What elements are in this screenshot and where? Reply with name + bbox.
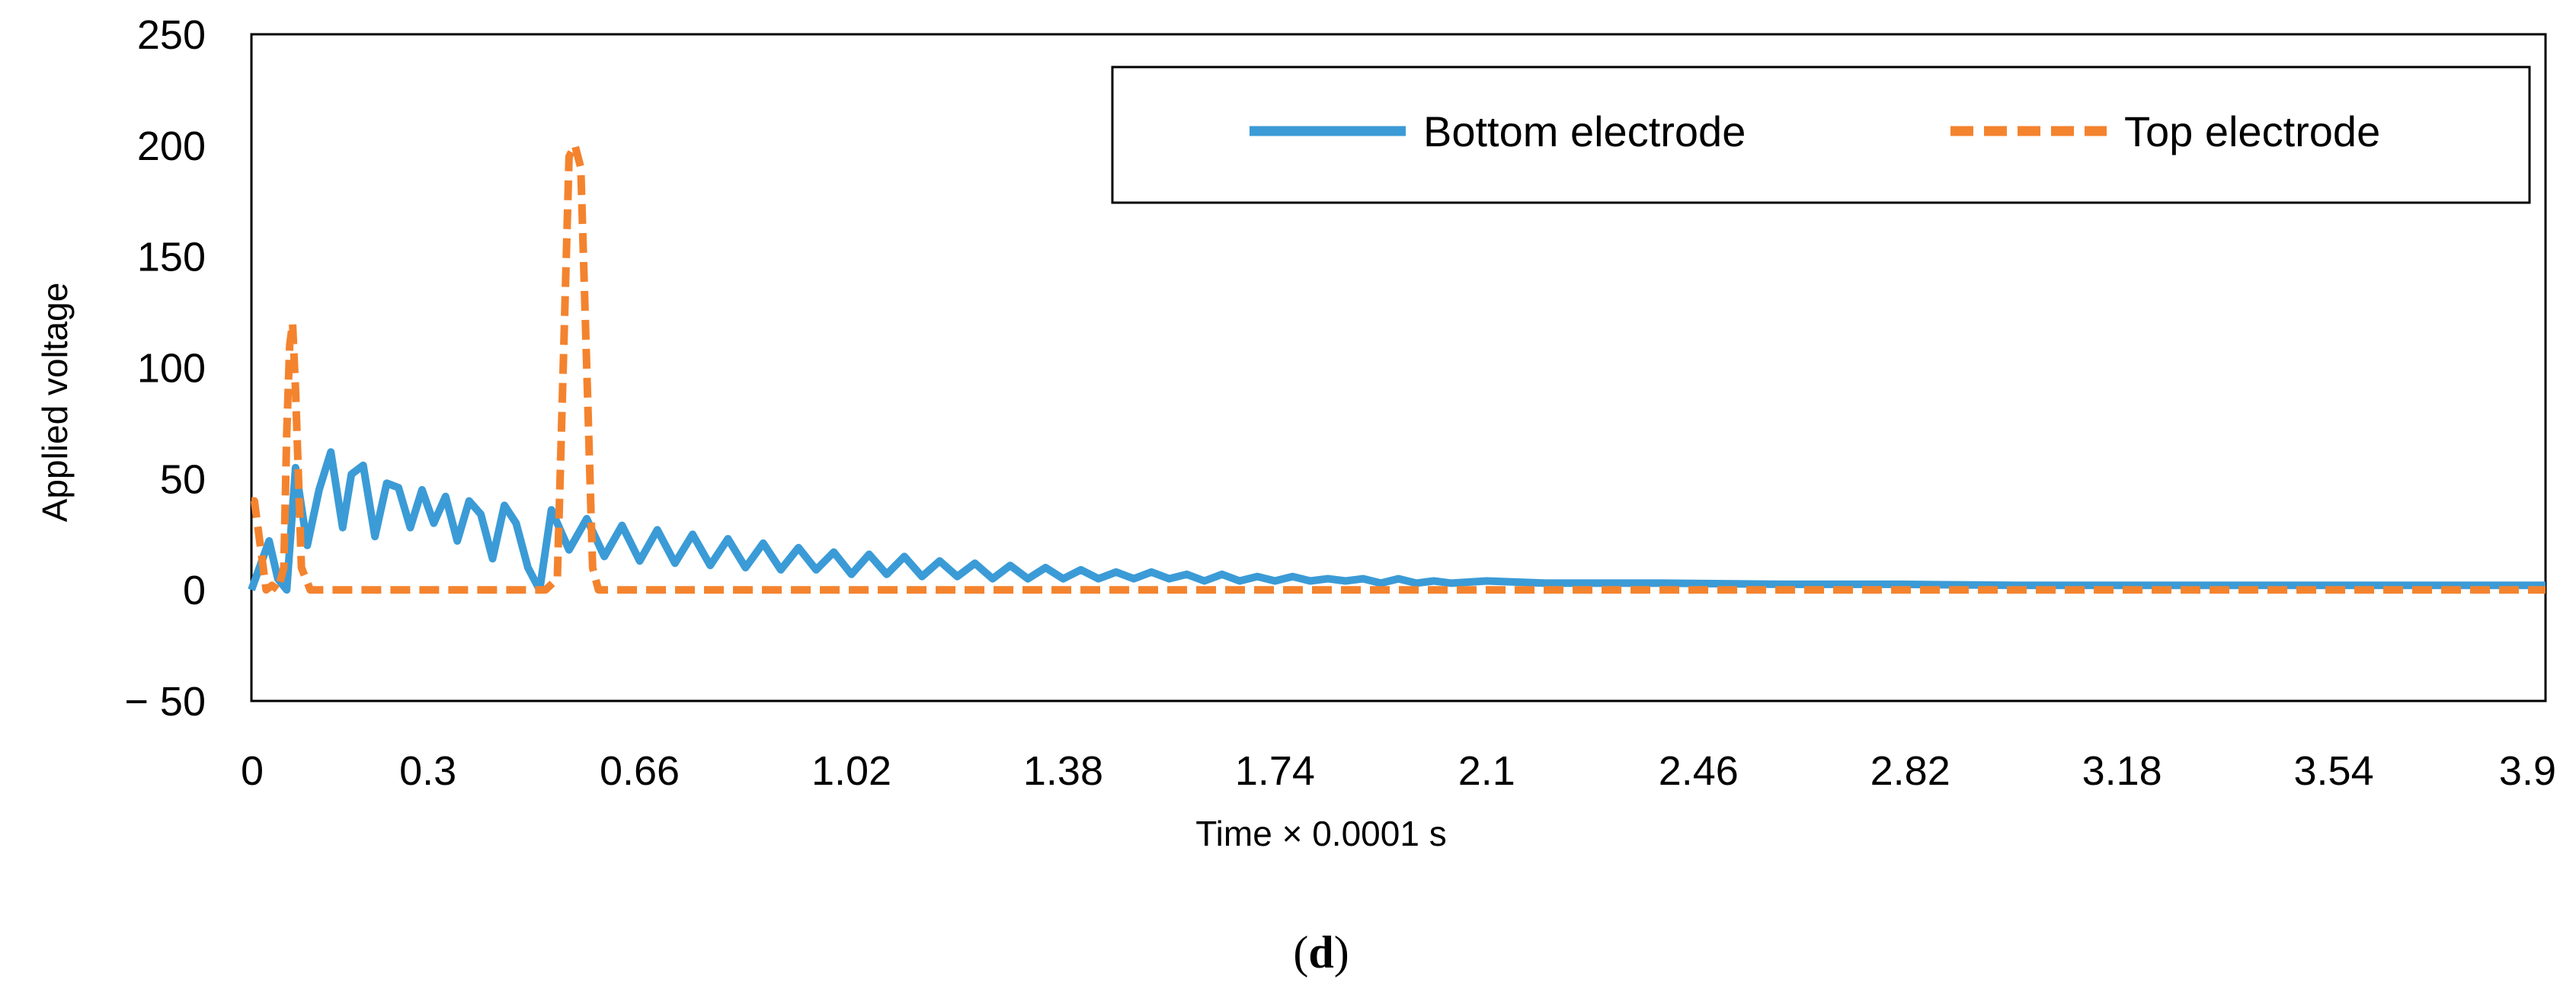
legend: Bottom electrode Top electrode: [1111, 66, 2531, 204]
legend-label-top-electrode: Top electrode: [2124, 107, 2380, 155]
x-tick-label: 1.38: [1023, 748, 1103, 794]
x-tick-label: 3.18: [2082, 748, 2162, 794]
series-line-top-electrode: [250, 141, 2546, 594]
caption-open-paren: (: [1293, 927, 1308, 978]
x-tick-label: 0: [241, 748, 264, 794]
y-tick-label: 0: [183, 568, 206, 613]
x-tick-label: 1.74: [1235, 748, 1315, 794]
y-tick-label: 150: [137, 235, 206, 280]
caption-close-paren: ): [1334, 927, 1349, 978]
x-axis-title: Time × 0.0001 s: [1195, 814, 1446, 853]
caption-letter: d: [1308, 927, 1333, 978]
y-tick-label: 200: [137, 123, 206, 169]
figure-caption: (d): [1293, 927, 1349, 978]
y-tick-label: 250: [137, 12, 206, 58]
x-tick-label: 2.1: [1458, 748, 1515, 794]
x-tick-label: 0.3: [399, 748, 456, 794]
x-tick-label: 3.54: [2294, 748, 2374, 794]
x-tick-label: 3.9: [2499, 748, 2556, 794]
y-tick-label: − 50: [124, 679, 206, 725]
y-axis-tick-labels: − 50 0 50 100 150 200 250: [124, 12, 206, 725]
y-tick-label: 100: [137, 346, 206, 392]
x-tick-label: 0.66: [600, 748, 680, 794]
plot-area-frame: [250, 33, 2547, 702]
x-tick-label: 2.46: [1659, 748, 1739, 794]
series-line-bottom-electrode: [248, 448, 2546, 594]
x-tick-label: 1.02: [811, 748, 891, 794]
y-tick-label: 50: [160, 456, 206, 502]
legend-label-bottom-electrode: Bottom electrode: [1423, 107, 1746, 155]
series-layer: [248, 141, 2546, 594]
x-axis-tick-labels: 0 0.3 0.66 1.02 1.38 1.74 2.1 2.46 2.82 3.18 3.54 3…: [241, 748, 2556, 794]
y-axis-title: Applied voltage: [35, 283, 75, 523]
x-tick-label: 2.82: [1870, 748, 1950, 794]
